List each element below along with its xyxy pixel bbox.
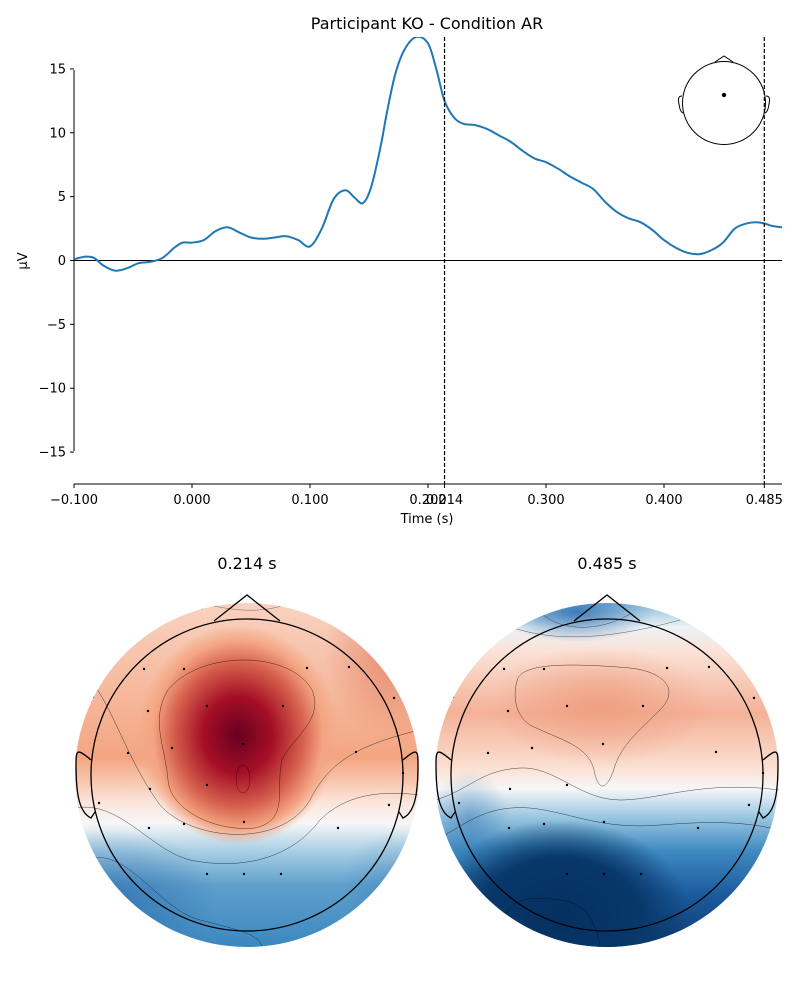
chart-title: Participant KO - Condition AR (311, 14, 543, 33)
y-tick-label: −5 (47, 318, 66, 333)
inset-nose (714, 55, 734, 63)
x-axis-label: Time (s) (400, 512, 454, 527)
evoked-series-line (74, 37, 782, 272)
topomap-1-right-ear (398, 751, 419, 819)
topomap-1-nose (213, 594, 281, 622)
x-tick-label: 0.100 (291, 493, 328, 508)
topomap-2-nose (573, 594, 641, 622)
topomap-2-head-outline (450, 618, 764, 932)
y-tick-label: 0 (58, 254, 66, 269)
y-tick-label: 5 (58, 190, 66, 205)
inset-right-ear (764, 95, 771, 114)
topomap-2-title: 0.485 s (577, 554, 636, 573)
y-axis-label: µV (16, 252, 31, 269)
x-tick-label: 0.000 (173, 493, 210, 508)
x-tick-label: −0.100 (50, 493, 98, 508)
topomap-1: 0.214 s (75, 554, 419, 947)
x-tick-label: 0.485 (746, 493, 783, 508)
x-tick-label: 0.200 (409, 493, 446, 508)
topomap-2-left-ear (435, 751, 456, 819)
y-tick-label: 15 (49, 62, 66, 77)
inset-head-outline (682, 61, 766, 145)
topomap-1-field (75, 603, 419, 947)
topomap-2-right-ear (758, 751, 779, 819)
x-tick-label: 0.214 (426, 493, 463, 508)
topomap-2-field (435, 603, 779, 947)
y-tick-label: −10 (39, 382, 66, 397)
y-tick-label: 10 (49, 126, 66, 141)
inset-left-ear (677, 95, 684, 114)
sensor-inset (677, 55, 771, 145)
y-tick-label: −15 (39, 446, 66, 461)
y-ticks: −15 −10 −5 0 5 10 15 (39, 62, 74, 461)
evoked-line-chart: Participant KO - Condition AR −15 −10 −5 0 5… (16, 14, 783, 527)
x-tick-label: 0.400 (645, 493, 682, 508)
topomap-2: 0.485 s (435, 554, 779, 947)
x-tick-label: 0.300 (527, 493, 564, 508)
inset-sensor-dot (721, 92, 727, 98)
topomap-1-title: 0.214 s (217, 554, 276, 573)
topomap-1-head-outline (90, 618, 404, 932)
topomap-1-left-ear (75, 751, 96, 819)
